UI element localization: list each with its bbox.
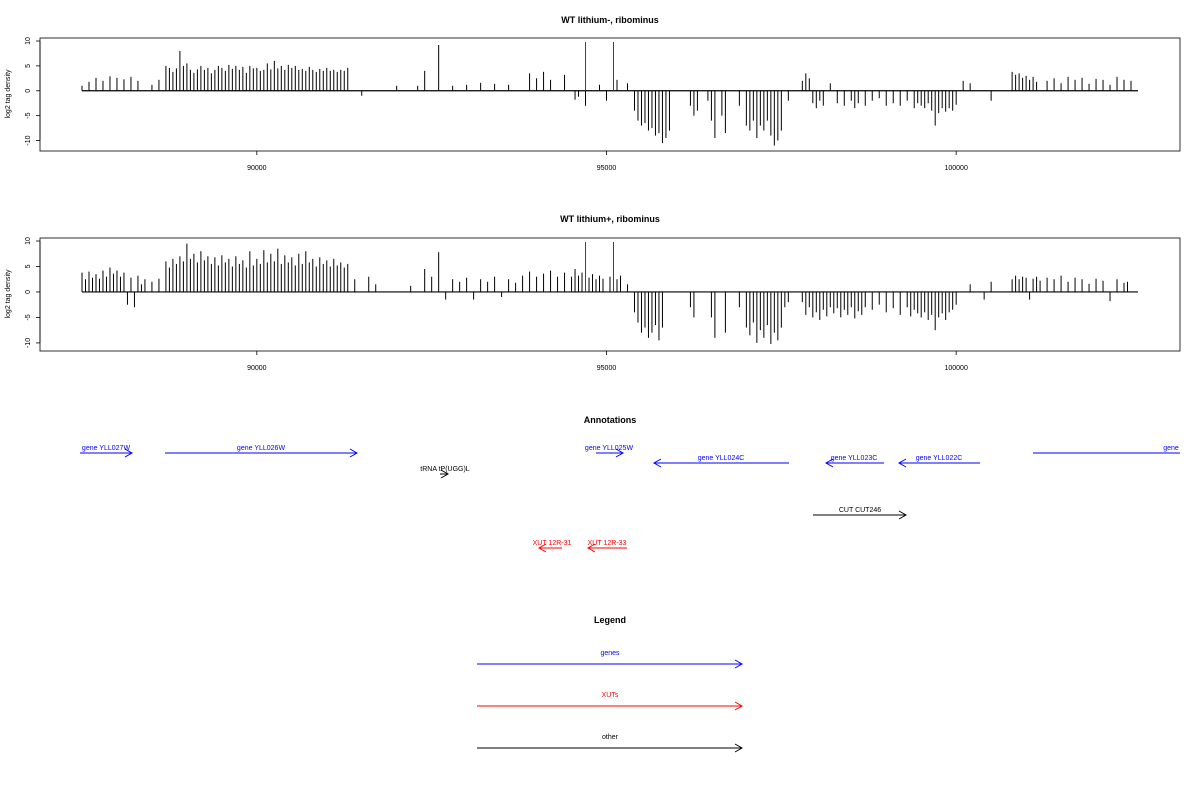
- annotation-label: CUT CUT246: [839, 507, 881, 514]
- annotation-label: gene YLL024C: [698, 455, 745, 462]
- plot-frame: [39, 237, 1181, 352]
- y-axis-label: log2 tag density: [5, 69, 12, 119]
- annotation-label: gene: [1163, 445, 1179, 452]
- arrowhead: [586, 543, 596, 553]
- arrowhead: [615, 448, 625, 458]
- annotation-track: Annotations gene YLL027W gene YLL026W tRNA…: [80, 415, 1180, 553]
- legend-label: genes: [600, 650, 620, 657]
- x-tick-label: 100000: [944, 365, 967, 372]
- annotation-label: XUT 12R-31: [533, 540, 572, 547]
- y-tick-label: -10: [25, 338, 32, 348]
- arrowhead: [537, 543, 547, 553]
- arrowhead: [440, 469, 450, 479]
- arrowhead: [898, 510, 908, 520]
- arrowhead: [824, 458, 834, 468]
- legend-label: XUTs: [602, 692, 619, 699]
- legend-label: other: [602, 734, 619, 741]
- annotation-label: tRNA tP(UGG)L: [420, 466, 470, 473]
- panel-title: WT lithium+, ribominus: [560, 214, 660, 224]
- panel-title: WT lithium-, ribominus: [561, 15, 659, 25]
- arrowhead: [734, 659, 744, 669]
- x-tick-label: 90000: [247, 165, 267, 172]
- y-tick-label: -10: [25, 135, 32, 145]
- coverage-panel-lithium-minus: WT lithium-, ribominus log2 tag density …: [5, 15, 1181, 172]
- y-tick-label: 0: [25, 89, 32, 93]
- arrowhead: [897, 458, 907, 468]
- y-axis-label: log2 tag density: [5, 269, 12, 319]
- annotation-label: XUT 12R-33: [588, 540, 627, 547]
- annotations-title: Annotations: [584, 415, 637, 425]
- y-tick-label: 5: [25, 264, 32, 268]
- y-tick-label: 5: [25, 64, 32, 68]
- y-tick-label: -5: [25, 112, 32, 118]
- annotation-label: gene YLL023C: [831, 455, 878, 462]
- y-tick-label: 10: [25, 37, 32, 45]
- y-tick-label: 0: [25, 290, 32, 294]
- annotation-label: gene YLL022C: [916, 455, 963, 462]
- legend: Legend genes XUTs other: [477, 615, 744, 753]
- y-tick-label: -5: [25, 314, 32, 320]
- annotation-label: gene YLL025W: [585, 445, 634, 452]
- arrowhead: [349, 448, 359, 458]
- plot-frame: [39, 37, 1181, 152]
- arrowhead: [734, 743, 744, 753]
- x-tick-label: 95000: [597, 165, 617, 172]
- x-tick-label: 100000: [944, 165, 967, 172]
- annotation-label: gene YLL027W: [82, 445, 131, 452]
- x-tick-label: 95000: [597, 365, 617, 372]
- annotation-label: gene YLL026W: [237, 445, 286, 452]
- coverage-panel-lithium-plus: WT lithium+, ribominus log2 tag density …: [5, 214, 1181, 372]
- arrowhead: [124, 448, 134, 458]
- arrowhead: [734, 701, 744, 711]
- arrowhead: [652, 458, 662, 468]
- legend-title: Legend: [594, 615, 626, 625]
- x-tick-label: 90000: [247, 365, 267, 372]
- y-tick-label: 10: [25, 237, 32, 245]
